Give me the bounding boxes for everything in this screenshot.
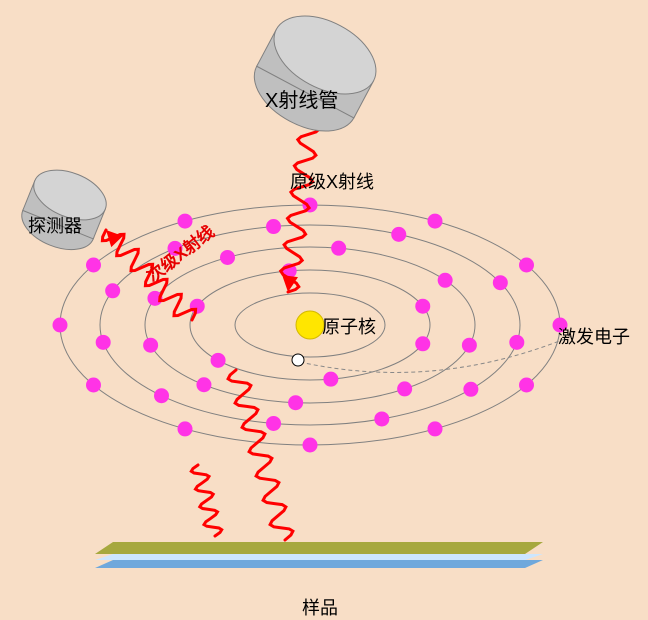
excited-label: 激发电子 xyxy=(558,323,630,349)
tube-label: X射线管 xyxy=(265,84,338,113)
sample-label: 样品 xyxy=(302,594,338,620)
nucleus-label: 原子核 xyxy=(322,313,376,339)
detector-label: 探测器 xyxy=(28,212,82,238)
primary-label: 原级X射线 xyxy=(290,168,374,194)
